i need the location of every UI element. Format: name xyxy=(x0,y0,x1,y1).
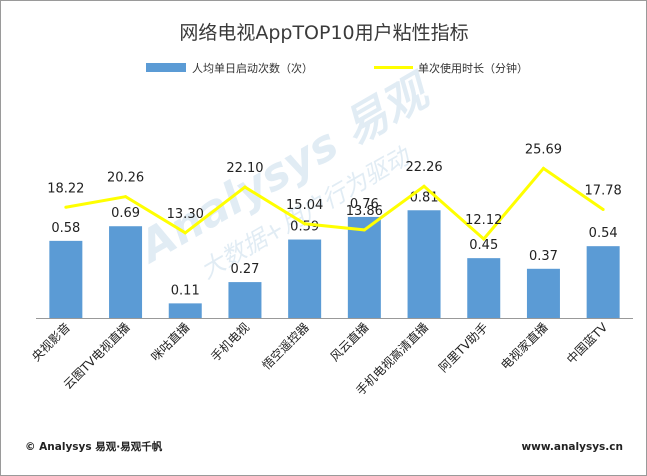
bar-10 xyxy=(586,246,620,318)
line-value-labels: 18.22 20.26 13.30 22.10 15.04 13.86 22.26 12.12… xyxy=(47,142,622,228)
bar-series xyxy=(49,210,620,318)
line-point-8 xyxy=(482,237,486,241)
bar-6 xyxy=(347,216,381,318)
line-point-10 xyxy=(601,208,605,212)
bar-value-label-1: 0.58 xyxy=(51,221,80,236)
bar-value-label-9: 0.37 xyxy=(529,249,558,264)
bar-8 xyxy=(467,258,501,318)
line-value-label-8: 12.12 xyxy=(465,213,502,228)
footer-copyright: © Analysys 易观·易观千帆 xyxy=(25,440,163,453)
line-value-label-3: 13.30 xyxy=(167,207,204,222)
line-value-label-2: 20.26 xyxy=(107,171,144,186)
legend: 人均单日启动次数（次） 单次使用时长（分钟） xyxy=(146,61,528,75)
bar-7 xyxy=(407,210,441,318)
category-label-1: 央视影音 xyxy=(28,320,73,365)
legend-swatch-bars xyxy=(146,63,186,72)
line-value-label-9: 25.69 xyxy=(525,142,562,157)
bar-1 xyxy=(49,240,83,318)
line-value-label-10: 17.78 xyxy=(585,184,622,199)
chart-title: 网络电视AppTOP10用户粘性指标 xyxy=(179,22,468,44)
category-label-4: 手机电视 xyxy=(208,320,253,365)
bar-value-label-3: 0.11 xyxy=(171,283,200,298)
line-value-label-4: 22.10 xyxy=(226,161,263,176)
line-value-label-5: 15.04 xyxy=(286,198,323,213)
category-label-8: 阿里TV助手 xyxy=(436,320,491,375)
line-point-5 xyxy=(303,222,307,226)
bar-value-label-2: 0.69 xyxy=(111,206,140,221)
category-label-5: 悟空遥控器 xyxy=(259,320,312,373)
line-value-label-6: 13.86 xyxy=(346,204,383,219)
category-label-6: 风云直播 xyxy=(328,320,372,364)
bar-value-label-6: 0.76 xyxy=(350,197,379,212)
footer-url: www.analysys.cn xyxy=(521,441,623,453)
watermark-text: 易观 xyxy=(335,64,442,155)
bar-2 xyxy=(109,226,143,318)
line-point-2 xyxy=(124,195,128,199)
line-path xyxy=(65,166,605,242)
line-point-9 xyxy=(541,166,545,170)
legend-label-line: 单次使用时长（分钟） xyxy=(418,61,528,75)
category-label-9: 电视家直播 xyxy=(498,320,551,373)
line-series xyxy=(64,166,605,242)
bar-9 xyxy=(526,268,560,318)
line-point-4 xyxy=(243,185,247,189)
line-point-7 xyxy=(422,184,426,188)
legend-label-bars: 人均单日启动次数（次） xyxy=(192,61,313,75)
line-value-label-1: 18.22 xyxy=(47,181,84,196)
bar-3 xyxy=(168,303,202,318)
bar-4 xyxy=(228,282,262,318)
bar-value-label-10: 0.54 xyxy=(589,226,618,241)
line-value-label-7: 22.26 xyxy=(405,160,442,175)
bar-value-label-8: 0.45 xyxy=(469,238,498,253)
bar-value-label-4: 0.27 xyxy=(230,262,259,277)
bar-value-label-5: 0.59 xyxy=(290,220,319,235)
line-point-6 xyxy=(362,228,366,232)
bar-5 xyxy=(288,239,322,318)
line-point-1 xyxy=(64,205,68,209)
category-label-3: 咪咕直播 xyxy=(148,320,193,365)
category-label-10: 中国蓝TV xyxy=(563,319,611,367)
line-point-3 xyxy=(183,231,187,235)
